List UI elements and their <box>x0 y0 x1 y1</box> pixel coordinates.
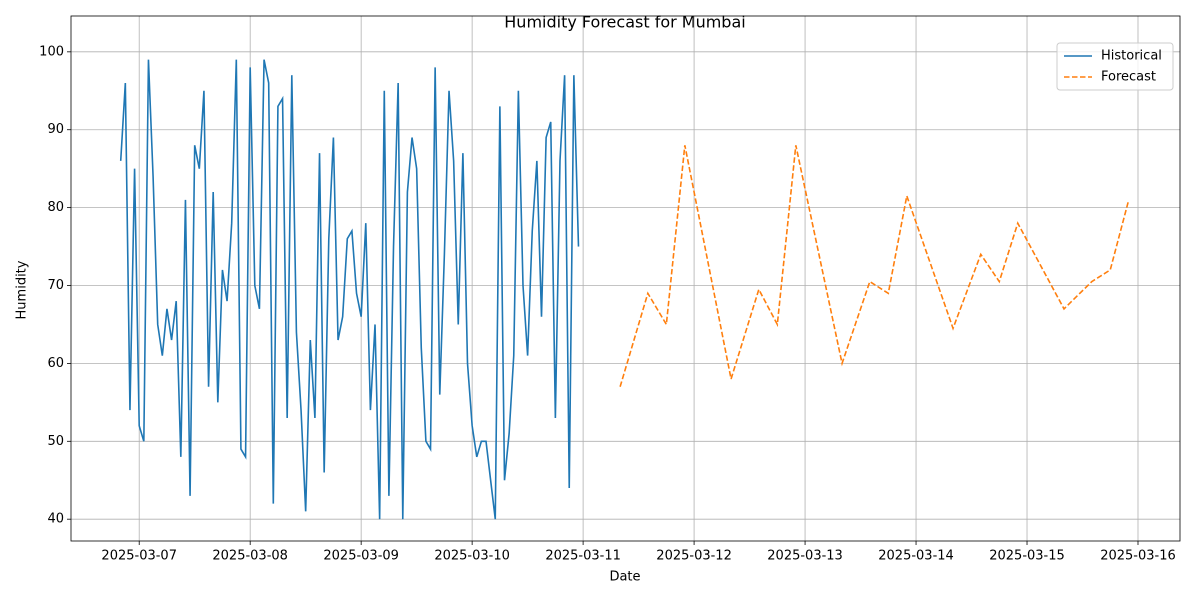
y-tick-label: 90 <box>47 122 64 137</box>
legend-box <box>1056 42 1174 91</box>
x-axis-label: Date <box>609 570 640 585</box>
x-tick-label: 2025-03-07 <box>101 549 177 564</box>
x-tick-label: 2025-03-14 <box>878 549 954 564</box>
x-tick-label: 2025-03-10 <box>434 549 510 564</box>
x-tick-label: 2025-03-13 <box>767 549 843 564</box>
legend-label: Forecast <box>1101 70 1156 85</box>
y-tick-label: 80 <box>47 200 64 215</box>
legend-label: Historical <box>1101 49 1162 64</box>
y-tick-label: 60 <box>47 356 64 371</box>
x-tick-label: 2025-03-09 <box>323 549 399 564</box>
x-tick-label: 2025-03-16 <box>1100 549 1176 564</box>
x-tick-label: 2025-03-15 <box>989 549 1065 564</box>
x-tick-label: 2025-03-12 <box>656 549 732 564</box>
x-tick-label: 2025-03-11 <box>545 549 621 564</box>
chart-title: Humidity Forecast for Mumbai <box>504 13 745 32</box>
y-tick-label: 100 <box>39 44 64 59</box>
y-tick-label: 70 <box>47 278 64 293</box>
y-tick-label: 50 <box>47 434 64 449</box>
y-tick-label: 40 <box>47 512 64 527</box>
line-series <box>119 59 580 520</box>
plot-frame <box>70 15 1181 542</box>
line-series <box>619 145 1130 387</box>
x-tick-label: 2025-03-08 <box>212 549 288 564</box>
y-axis-label: Humidity <box>15 260 30 319</box>
